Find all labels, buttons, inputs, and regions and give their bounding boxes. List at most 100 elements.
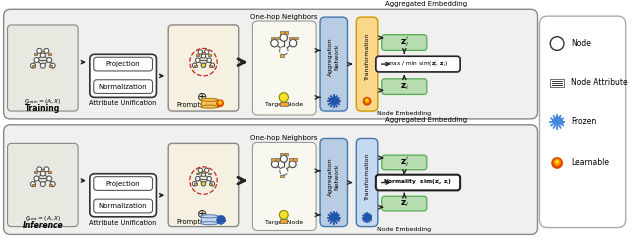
Bar xyxy=(271,37,275,39)
Circle shape xyxy=(280,46,288,55)
Text: $\mathbf{z}_i$: $\mathbf{z}_i$ xyxy=(400,198,409,209)
Circle shape xyxy=(363,97,371,106)
Circle shape xyxy=(201,172,205,176)
FancyBboxPatch shape xyxy=(93,199,152,213)
Circle shape xyxy=(201,54,205,58)
Bar xyxy=(280,54,284,57)
FancyBboxPatch shape xyxy=(376,56,460,72)
Circle shape xyxy=(31,182,35,186)
Bar xyxy=(280,219,287,223)
Bar xyxy=(208,54,211,56)
Text: Prompts: Prompts xyxy=(176,219,204,225)
Text: Prompts: Prompts xyxy=(176,102,204,108)
Text: Node Attribute: Node Attribute xyxy=(571,78,627,87)
Circle shape xyxy=(551,157,563,169)
Circle shape xyxy=(207,58,211,62)
Circle shape xyxy=(40,63,45,68)
Text: Transformation: Transformation xyxy=(365,153,369,200)
Circle shape xyxy=(289,161,296,168)
Bar xyxy=(31,184,35,186)
Circle shape xyxy=(553,159,561,166)
Text: Projection: Projection xyxy=(106,61,140,67)
Circle shape xyxy=(364,98,370,104)
Text: Aggregation
Network: Aggregation Network xyxy=(328,157,339,196)
Circle shape xyxy=(555,160,559,164)
Bar xyxy=(48,171,51,174)
Ellipse shape xyxy=(200,215,218,218)
Text: Node Embedding: Node Embedding xyxy=(377,228,431,233)
Circle shape xyxy=(198,50,202,54)
Bar xyxy=(285,31,289,34)
FancyBboxPatch shape xyxy=(252,21,316,115)
Text: Normalization: Normalization xyxy=(99,84,147,90)
Bar xyxy=(271,158,275,161)
Bar xyxy=(294,158,297,161)
Circle shape xyxy=(50,182,55,186)
Circle shape xyxy=(50,63,55,68)
Text: Aggregated Embedding: Aggregated Embedding xyxy=(385,1,467,7)
FancyBboxPatch shape xyxy=(4,125,538,234)
FancyBboxPatch shape xyxy=(252,142,316,230)
Circle shape xyxy=(44,167,49,172)
Bar xyxy=(49,65,52,67)
Text: Aggregated Embedding: Aggregated Embedding xyxy=(385,117,467,123)
Bar xyxy=(202,53,205,54)
Bar xyxy=(41,51,44,53)
FancyBboxPatch shape xyxy=(381,155,427,170)
Text: $\mathbf{z}_i^{\prime}$: $\mathbf{z}_i^{\prime}$ xyxy=(400,36,409,49)
Text: Target Node: Target Node xyxy=(265,102,303,107)
Text: max / min sim($\mathbf{z}_i^{\prime}$, $\mathbf{z}_i$): max / min sim($\mathbf{z}_i^{\prime}$, $… xyxy=(387,59,449,69)
Circle shape xyxy=(47,58,52,62)
Circle shape xyxy=(198,168,202,173)
Bar xyxy=(194,65,197,66)
Circle shape xyxy=(193,63,196,67)
Circle shape xyxy=(280,210,288,219)
Bar xyxy=(276,158,280,161)
Circle shape xyxy=(210,181,214,186)
Circle shape xyxy=(37,167,42,172)
Circle shape xyxy=(44,48,49,53)
FancyBboxPatch shape xyxy=(356,17,378,111)
Circle shape xyxy=(280,34,287,41)
Bar xyxy=(209,65,212,66)
Circle shape xyxy=(201,181,205,186)
Text: $\mathbf{z}_i^{\prime}$: $\mathbf{z}_i^{\prime}$ xyxy=(400,156,409,169)
Ellipse shape xyxy=(200,105,218,108)
Text: $\oplus$: $\oplus$ xyxy=(196,208,207,221)
Bar xyxy=(280,102,287,106)
FancyBboxPatch shape xyxy=(4,9,538,119)
FancyBboxPatch shape xyxy=(93,57,152,71)
Text: Transformation: Transformation xyxy=(365,33,369,80)
Text: Frozen: Frozen xyxy=(571,117,596,126)
FancyBboxPatch shape xyxy=(381,196,427,211)
Circle shape xyxy=(207,176,211,181)
FancyBboxPatch shape xyxy=(376,175,460,190)
Bar xyxy=(48,53,51,55)
FancyBboxPatch shape xyxy=(8,25,78,111)
FancyBboxPatch shape xyxy=(90,54,156,97)
Circle shape xyxy=(289,39,297,47)
Bar xyxy=(294,37,298,39)
FancyBboxPatch shape xyxy=(320,17,348,111)
Text: Target Node: Target Node xyxy=(265,220,303,225)
FancyBboxPatch shape xyxy=(320,138,348,227)
Circle shape xyxy=(40,182,45,186)
FancyBboxPatch shape xyxy=(8,143,78,227)
Text: Normality  sim($\mathbf{z}_i^{\prime}$, $\mathbf{z}_i$): Normality sim($\mathbf{z}_i^{\prime}$, $… xyxy=(383,178,452,187)
FancyBboxPatch shape xyxy=(381,35,427,50)
Circle shape xyxy=(193,181,196,186)
Text: Learnable: Learnable xyxy=(571,158,609,168)
Text: Normalization: Normalization xyxy=(99,203,147,209)
Bar xyxy=(34,171,37,174)
FancyBboxPatch shape xyxy=(93,80,152,93)
Bar xyxy=(280,31,284,34)
Bar xyxy=(196,54,198,56)
Bar xyxy=(41,169,44,171)
Text: Attribute Unification: Attribute Unification xyxy=(90,100,157,106)
Circle shape xyxy=(201,63,205,67)
Circle shape xyxy=(365,99,369,102)
Text: One-hop Neighbors: One-hop Neighbors xyxy=(250,14,317,20)
Circle shape xyxy=(195,176,200,181)
Circle shape xyxy=(280,167,288,175)
Text: Attribute Unification: Attribute Unification xyxy=(90,220,157,226)
